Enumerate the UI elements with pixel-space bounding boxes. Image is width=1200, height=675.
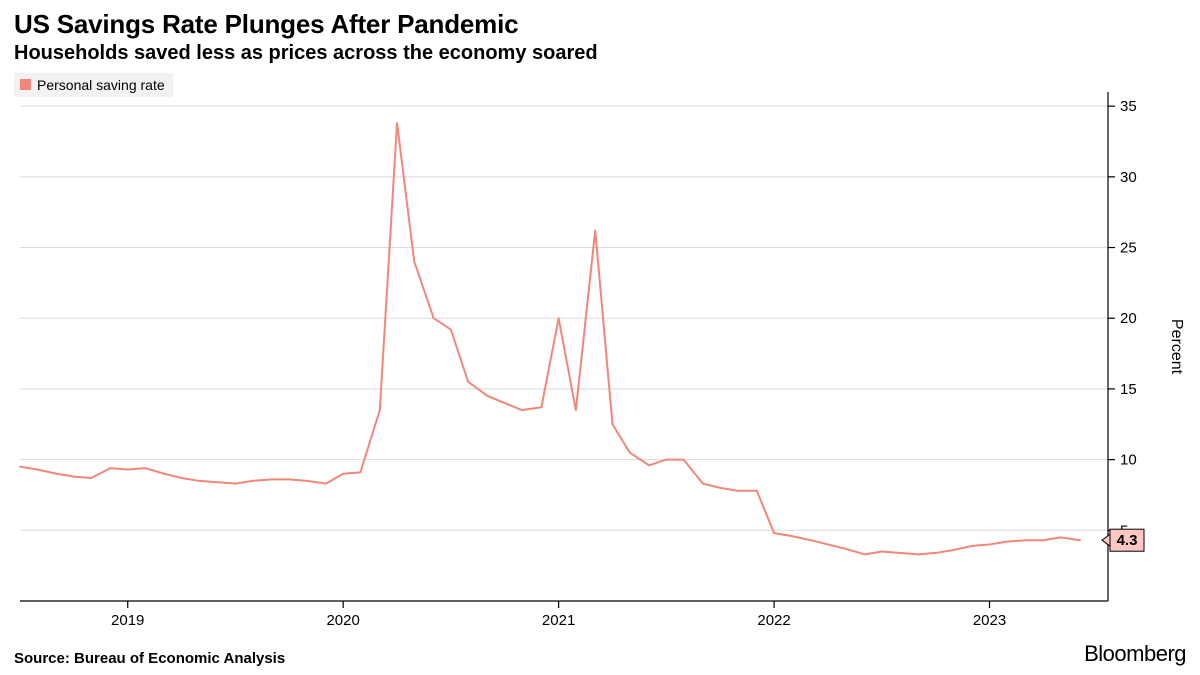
- source-text: Source: Bureau of Economic Analysis: [14, 650, 285, 667]
- svg-text:2019: 2019: [111, 612, 144, 629]
- chart-subtitle: Households saved less as prices across t…: [14, 42, 1186, 65]
- svg-text:4.3: 4.3: [1117, 532, 1138, 549]
- svg-text:35: 35: [1120, 98, 1137, 115]
- svg-text:2022: 2022: [757, 612, 790, 629]
- svg-text:Percent: Percent: [1168, 319, 1185, 375]
- svg-text:20: 20: [1120, 310, 1137, 327]
- chart-area: 201920202021202220235101520253035Percent…: [14, 88, 1186, 635]
- svg-text:2021: 2021: [542, 612, 575, 629]
- chart-title: US Savings Rate Plunges After Pandemic: [14, 10, 1186, 40]
- svg-text:10: 10: [1120, 452, 1137, 469]
- svg-text:30: 30: [1120, 169, 1137, 186]
- brand-text: Bloomberg: [1084, 641, 1186, 667]
- footer: Source: Bureau of Economic Analysis Bloo…: [14, 641, 1186, 667]
- chart-container: US Savings Rate Plunges After Pandemic H…: [0, 0, 1200, 675]
- svg-text:2023: 2023: [973, 612, 1006, 629]
- svg-text:15: 15: [1120, 381, 1137, 398]
- line-chart: 201920202021202220235101520253035Percent…: [14, 88, 1186, 635]
- svg-text:2020: 2020: [326, 612, 359, 629]
- svg-text:25: 25: [1120, 240, 1137, 257]
